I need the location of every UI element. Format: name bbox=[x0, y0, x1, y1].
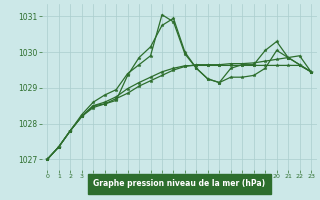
X-axis label: Graphe pression niveau de la mer (hPa): Graphe pression niveau de la mer (hPa) bbox=[93, 179, 265, 188]
